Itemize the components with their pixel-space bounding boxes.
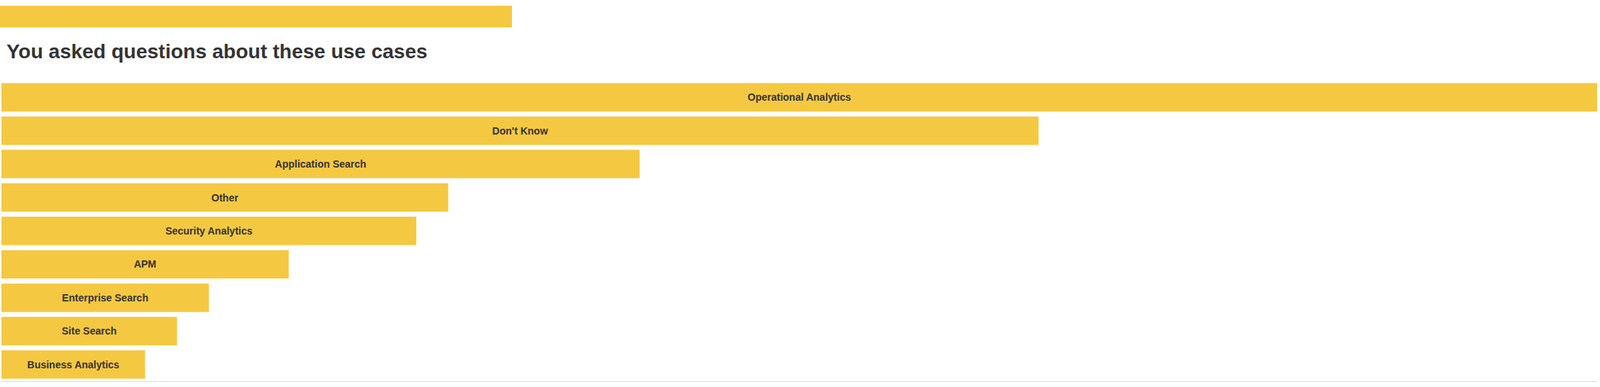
svg-text:Application Search: Application Search bbox=[275, 158, 367, 170]
svg-text:Other: Other bbox=[211, 192, 240, 204]
svg-text:Site Search: Site Search bbox=[61, 325, 117, 337]
svg-text:Security Analytics: Security Analytics bbox=[165, 225, 253, 237]
svg-text:Business Analytics: Business Analytics bbox=[27, 359, 120, 371]
svg-text:Enterprise Search: Enterprise Search bbox=[61, 292, 149, 304]
svg-text:Operational Analytics: Operational Analytics bbox=[747, 91, 852, 103]
svg-text:APM: APM bbox=[133, 258, 157, 271]
svg-text:You asked questions about thes: You asked questions about these use case… bbox=[6, 40, 428, 63]
svg-text:Don't Know: Don't Know bbox=[492, 125, 548, 137]
